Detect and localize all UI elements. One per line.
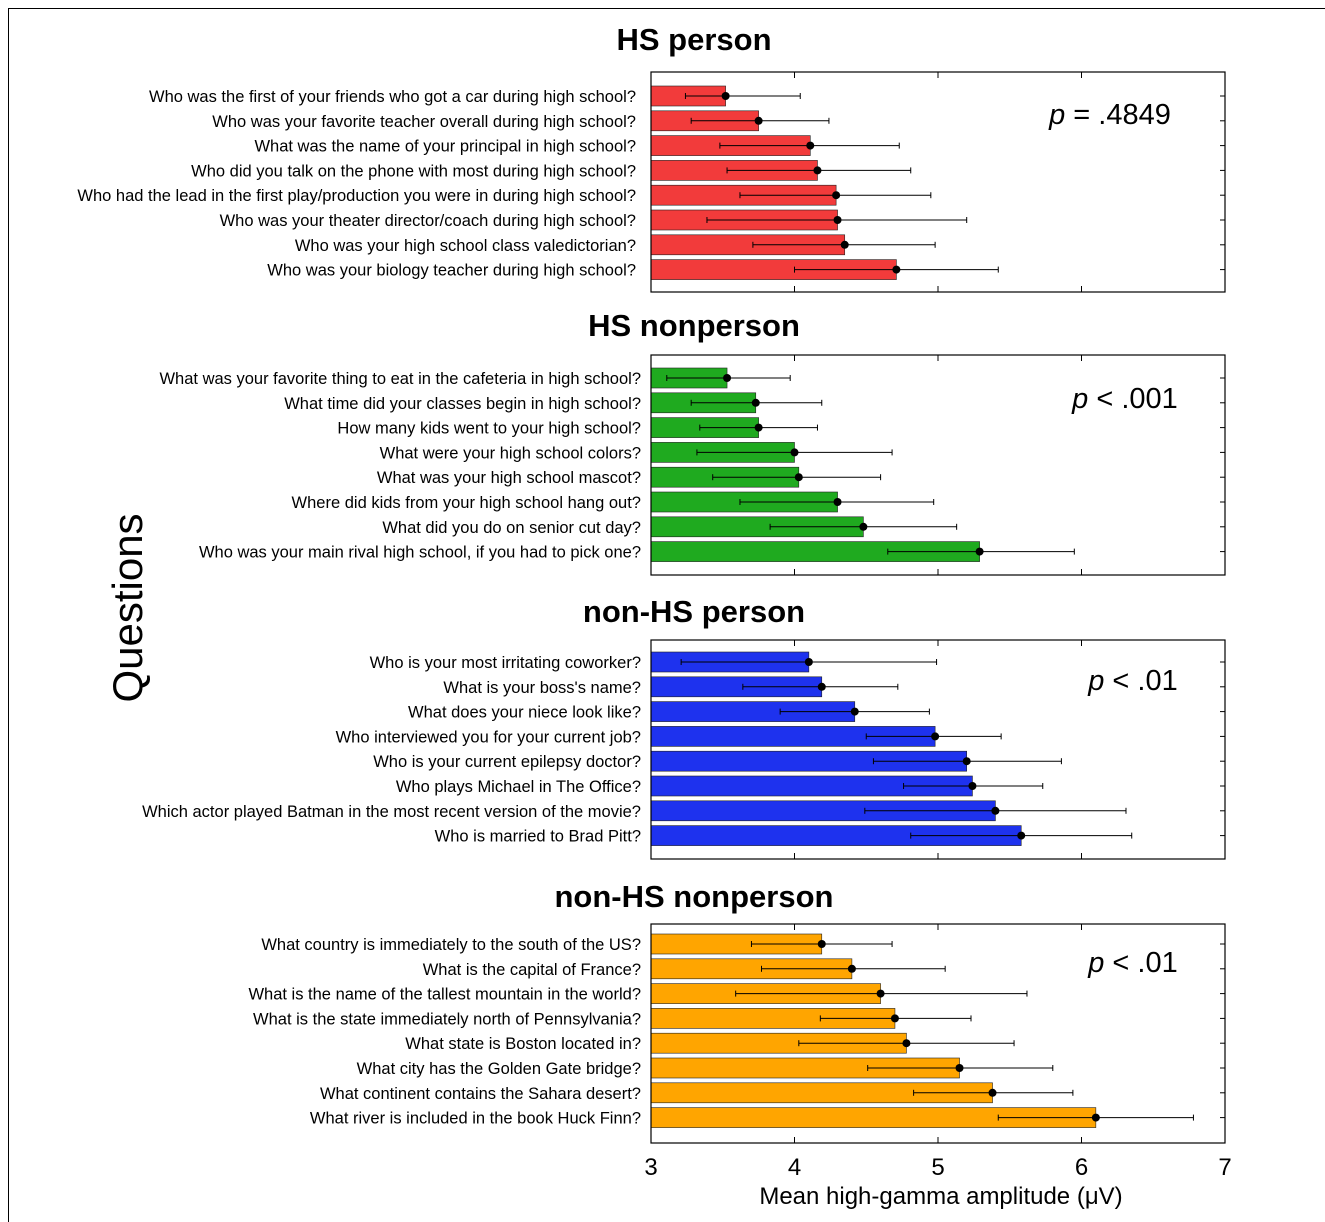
question-label: What did you do on senior cut day? — [382, 519, 641, 537]
question-label: Who was your theater director/coach duri… — [220, 212, 636, 230]
mean-point — [754, 423, 763, 432]
question-label: What time did your classes begin in high… — [284, 395, 641, 413]
p-value: < .001 — [1088, 383, 1178, 415]
question-label: Which actor played Batman in the most re… — [142, 803, 641, 821]
question-label: What is the state immediately north of P… — [253, 1010, 641, 1028]
panel-title: HS nonperson — [588, 308, 800, 343]
mean-point — [794, 473, 803, 482]
panel-title: non-HS person — [583, 594, 805, 629]
mean-point — [892, 265, 901, 274]
panel-2: non-HS person Who is your most irritating… — [142, 594, 1226, 860]
mean-point — [1017, 831, 1026, 840]
mean-point — [804, 658, 813, 666]
mean-point — [850, 707, 859, 716]
x-tick-label: 4 — [788, 1154, 801, 1181]
question-label: Who had the lead in the first play/produ… — [77, 187, 636, 205]
p-symbol: p — [1071, 383, 1088, 415]
mean-point — [962, 757, 971, 766]
x-tick-label: 7 — [1218, 1154, 1231, 1181]
mean-point — [975, 547, 984, 556]
mean-point — [968, 782, 977, 790]
question-label: Who was your main rival high school, if … — [199, 544, 641, 562]
question-label: What state is Boston located in? — [405, 1035, 641, 1053]
figure-frame — [8, 8, 1325, 1222]
mean-point — [723, 374, 732, 382]
panel-1: HS nonperson What was your favorite thing… — [159, 308, 1226, 576]
mean-point — [721, 92, 730, 100]
question-label: Who is your most irritating coworker? — [370, 654, 641, 672]
y-axis-label: Questions — [104, 513, 151, 702]
mean-point — [832, 191, 841, 200]
mean-point — [754, 116, 763, 125]
p-value-annotation: p = .4849 — [1048, 99, 1171, 131]
panel-0: HS person Who was the first of your frien… — [77, 22, 1226, 293]
mean-point — [988, 1088, 997, 1097]
question-label: What river is included in the book Huck … — [310, 1110, 641, 1128]
p-value: < .01 — [1104, 947, 1177, 979]
mean-point — [955, 1064, 964, 1072]
p-value-annotation: p < .01 — [1087, 665, 1178, 697]
p-value-annotation: p < .01 — [1087, 947, 1178, 979]
p-value-annotation: p < .001 — [1071, 383, 1178, 415]
question-label: Who did you talk on the phone with most … — [191, 162, 636, 180]
question-label: What is the capital of France? — [423, 961, 641, 979]
mean-point — [931, 732, 940, 741]
question-label: What were your high school colors? — [380, 444, 641, 462]
question-label: Who is married to Brad Pitt? — [435, 828, 641, 846]
question-label: What country is immediately to the south… — [261, 936, 641, 954]
mean-point — [806, 141, 815, 150]
mean-point — [751, 398, 760, 407]
question-label: Who was your biology teacher during high… — [267, 262, 636, 280]
mean-point — [813, 166, 822, 175]
question-label: What was the name of your principal in h… — [254, 138, 636, 156]
p-symbol: p — [1087, 665, 1104, 697]
p-symbol: p — [1048, 99, 1065, 131]
mean-point — [902, 1039, 911, 1048]
panel-3: non-HS nonperson What country is immediat… — [248, 879, 1226, 1144]
mean-point — [847, 964, 856, 973]
question-label: Who was your high school class valedicto… — [295, 237, 636, 255]
p-value: < .01 — [1104, 665, 1177, 697]
question-label: What was your favorite thing to eat in t… — [159, 370, 641, 388]
p-symbol: p — [1087, 947, 1104, 979]
mean-point — [876, 989, 885, 998]
question-label: Who interviewed you for your current job… — [336, 728, 641, 746]
p-value: = .4849 — [1065, 99, 1171, 131]
mean-point — [833, 216, 842, 224]
panel-title: non-HS nonperson — [555, 879, 834, 914]
mean-point — [1091, 1113, 1100, 1122]
x-axis-label: Mean high-gamma amplitude (μV) — [759, 1183, 1122, 1210]
panel-title: HS person — [616, 22, 771, 57]
question-label: What continent contains the Sahara deser… — [320, 1085, 641, 1103]
mean-point — [833, 498, 842, 506]
question-label: What is your boss's name? — [443, 679, 641, 697]
question-label: Who is your current epilepsy doctor? — [373, 753, 641, 771]
question-label: Who was the first of your friends who go… — [149, 88, 636, 106]
question-label: What is the name of the tallest mountain… — [248, 986, 641, 1004]
question-label: What city has the Golden Gate bridge? — [357, 1060, 641, 1078]
mean-point — [859, 522, 868, 531]
mean-point — [817, 940, 826, 948]
question-label: What was your high school mascot? — [377, 469, 641, 487]
question-label: Who was your favorite teacher overall du… — [212, 113, 636, 131]
question-label: Where did kids from your high school han… — [292, 494, 641, 512]
mean-point — [817, 682, 826, 691]
mean-point — [890, 1014, 899, 1023]
mean-point — [790, 448, 799, 457]
mean-point — [840, 240, 849, 249]
question-label: How many kids went to your high school? — [337, 420, 641, 438]
x-tick-label: 6 — [1075, 1154, 1088, 1181]
mean-point — [991, 806, 1000, 815]
x-tick-label: 5 — [931, 1154, 944, 1181]
x-tick-label: 3 — [644, 1154, 657, 1181]
question-label: Who plays Michael in The Office? — [396, 778, 641, 796]
question-label: What does your niece look like? — [408, 704, 641, 722]
